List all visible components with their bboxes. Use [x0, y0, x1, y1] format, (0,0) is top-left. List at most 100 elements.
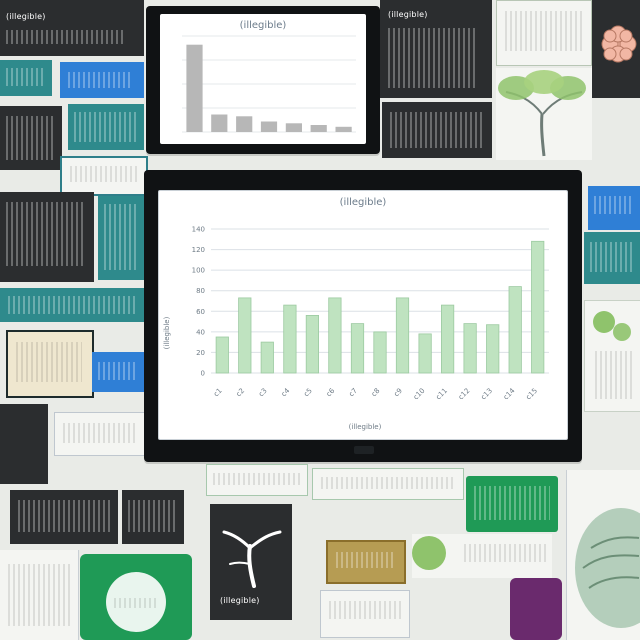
tile-bottom-leaves [412, 534, 552, 578]
tile-stripes [8, 564, 70, 626]
main-chart-bars [215, 240, 545, 374]
x-tick-label: c1 [212, 387, 224, 399]
tile-dark-3 [0, 192, 94, 282]
tile-stripes [6, 68, 46, 86]
x-tick-label: c5 [302, 387, 314, 399]
monitor-stand [354, 446, 374, 454]
bar [531, 240, 545, 374]
tile-teal-2 [68, 104, 144, 150]
tile-bottom-green [466, 476, 558, 532]
y-tick-label: 40 [196, 328, 205, 336]
tile-teal-1 [0, 60, 52, 96]
tile-plant [496, 68, 592, 160]
x-tick-label: c13 [479, 387, 494, 402]
bar [373, 331, 387, 374]
tile-stripes [114, 598, 158, 608]
bar [508, 286, 522, 374]
small-bar [211, 114, 228, 132]
bar [463, 323, 477, 374]
tile-stripes [336, 552, 394, 568]
tile-bottom-1 [206, 464, 308, 496]
y-tick-label: 60 [196, 308, 205, 316]
tile-stripes [16, 342, 82, 382]
tile-stripes [595, 351, 633, 399]
small-bar [285, 123, 302, 132]
x-tick-label: c2 [235, 387, 247, 399]
tile-stripes [70, 166, 138, 182]
tile-dark-4 [0, 404, 48, 484]
small-chart-title: (illegible) [239, 20, 287, 31]
tile-right-leaves [584, 300, 640, 412]
tile-top-left: (illegible) [0, 0, 144, 56]
monitor-top: (illegible) [146, 6, 380, 154]
tile-stripes [6, 202, 86, 266]
tile-teal-3 [98, 196, 144, 280]
tile-light-2 [54, 412, 146, 456]
y-tick-label: 0 [201, 370, 205, 378]
leaf-icon [613, 323, 631, 341]
y-tick-label: 140 [192, 226, 205, 234]
tile-stripes [98, 362, 138, 380]
tile-light-1 [60, 156, 148, 196]
small-bar [335, 126, 352, 132]
bar [328, 297, 342, 374]
tile-stripes [8, 296, 136, 314]
tile-stripes [329, 601, 401, 619]
monitor-main-screen: (illegible) 0 20 40 60 80 100 120 140 c1 c2 c3 c4 c… [158, 190, 568, 440]
tile-stripes [388, 28, 478, 88]
x-axis-label: (illegible) [349, 423, 382, 431]
tile-stripes [594, 196, 634, 214]
tile-light-3 [0, 550, 79, 640]
tile-purple [510, 578, 562, 640]
tile-stripes [6, 116, 56, 160]
tile-stripes [18, 500, 110, 532]
chart-title: (illegible) [339, 197, 387, 208]
bar [350, 323, 365, 374]
monitor-main: (illegible) 0 20 40 60 80 100 120 140 c1 c2 c3 c4 c… [144, 170, 582, 462]
tile-stripes [128, 500, 178, 532]
tile-stripes [68, 72, 132, 88]
bar [215, 336, 229, 374]
tile-stripes [321, 477, 455, 489]
tile-bottom-gold [326, 540, 406, 584]
tile-stripes [6, 30, 126, 44]
small-bar [310, 125, 327, 132]
tile-teal-right [584, 232, 640, 284]
y-tick-label: 80 [196, 287, 205, 295]
tile-dark-5 [10, 490, 118, 544]
small-bar [236, 116, 253, 132]
main-chart-y-ticks: 0 20 40 60 80 100 120 140 [192, 226, 205, 378]
x-tick-label: c12 [457, 387, 472, 402]
bar [440, 304, 455, 374]
tile-dark-6 [122, 490, 184, 544]
tile-stripes [590, 242, 634, 272]
tile-text: (illegible) [6, 12, 46, 21]
tile-circle [106, 572, 166, 632]
main-chart-x-ticks: c1 c2 c3 c4 c5 c6 c7 c8 c9 c10 c11 c12 c13 c14 c15 [212, 386, 539, 401]
x-tick-label: c3 [257, 387, 269, 399]
x-tick-label: c8 [370, 387, 382, 399]
tile-text: (illegible) [388, 10, 428, 19]
tile-stripes [63, 423, 137, 443]
x-tick-label: c4 [280, 386, 292, 398]
tile-right-large [566, 470, 640, 640]
x-tick-label: c9 [392, 387, 404, 399]
tile-flower [592, 0, 640, 98]
bar [238, 297, 252, 374]
leaf-icon [412, 536, 446, 570]
main-chart: 0 20 40 60 80 100 120 140 c1 c2 c3 c4 c5 c6 c7 c8 c9 c10… [163, 226, 549, 431]
tile-light-top [496, 0, 592, 66]
tile-stripes [104, 204, 138, 270]
bar [418, 333, 432, 374]
bar [486, 324, 500, 374]
tile-dark-2 [0, 106, 62, 170]
monitor-top-screen: (illegible) [160, 14, 366, 144]
tile-teal-4 [0, 288, 144, 322]
tile-bottom-light [320, 590, 410, 638]
bar [395, 297, 410, 374]
tile-stripes [474, 486, 550, 520]
plant-icon [222, 530, 282, 588]
tile-stripes [505, 11, 583, 51]
small-chart-grid [182, 35, 356, 133]
tile-stripes [390, 112, 484, 148]
